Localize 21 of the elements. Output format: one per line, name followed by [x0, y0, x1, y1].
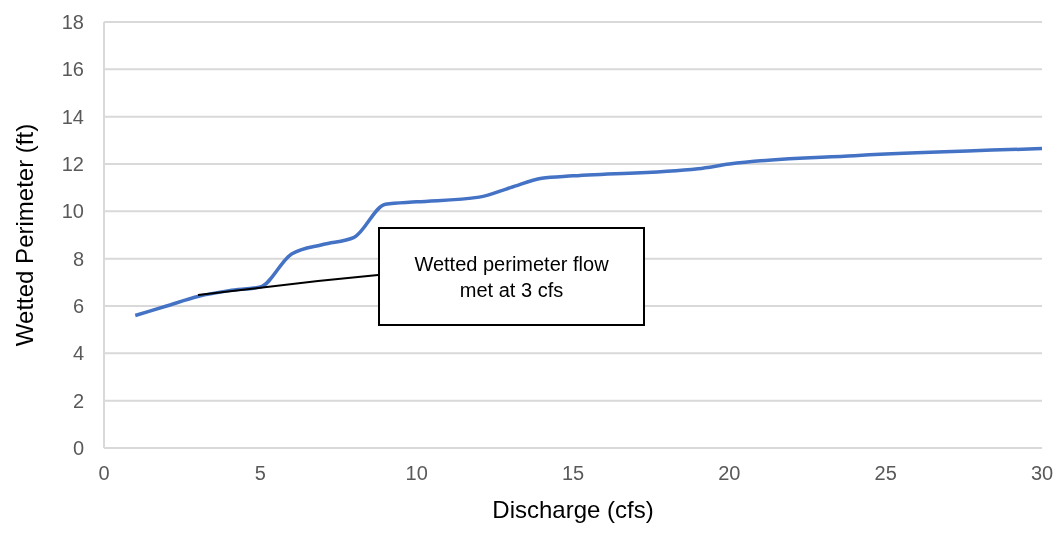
- y-tick-label: 16: [61, 58, 84, 81]
- y-tick-label: 18: [61, 11, 84, 34]
- x-tick-label: 25: [874, 462, 897, 485]
- x-tick-label: 15: [561, 462, 585, 485]
- y-tick-label: 10: [61, 200, 84, 223]
- x-axis-title: Discharge (cfs): [492, 496, 654, 523]
- y-tick-label: 8: [72, 247, 84, 270]
- y-tick-label: 6: [72, 295, 84, 318]
- line-series: [133, 146, 1042, 318]
- x-tick-label: 20: [718, 462, 741, 485]
- x-tick-label: 30: [1030, 462, 1054, 485]
- y-tick-label: 0: [72, 437, 84, 460]
- y-axis-title: Wetted Perimeter (ft): [10, 123, 38, 347]
- x-tick-label: 10: [405, 462, 428, 485]
- annotation: Wetted perimeter flow met at 3 cfs: [413, 251, 610, 303]
- x-tick-label: 0: [98, 462, 110, 485]
- y-tick-label: 12: [61, 153, 84, 176]
- y-tick-label: 2: [72, 389, 84, 412]
- y-tick-label: 4: [72, 342, 84, 365]
- y-tick-label: 14: [61, 105, 84, 128]
- x-tick-label: 5: [254, 462, 266, 485]
